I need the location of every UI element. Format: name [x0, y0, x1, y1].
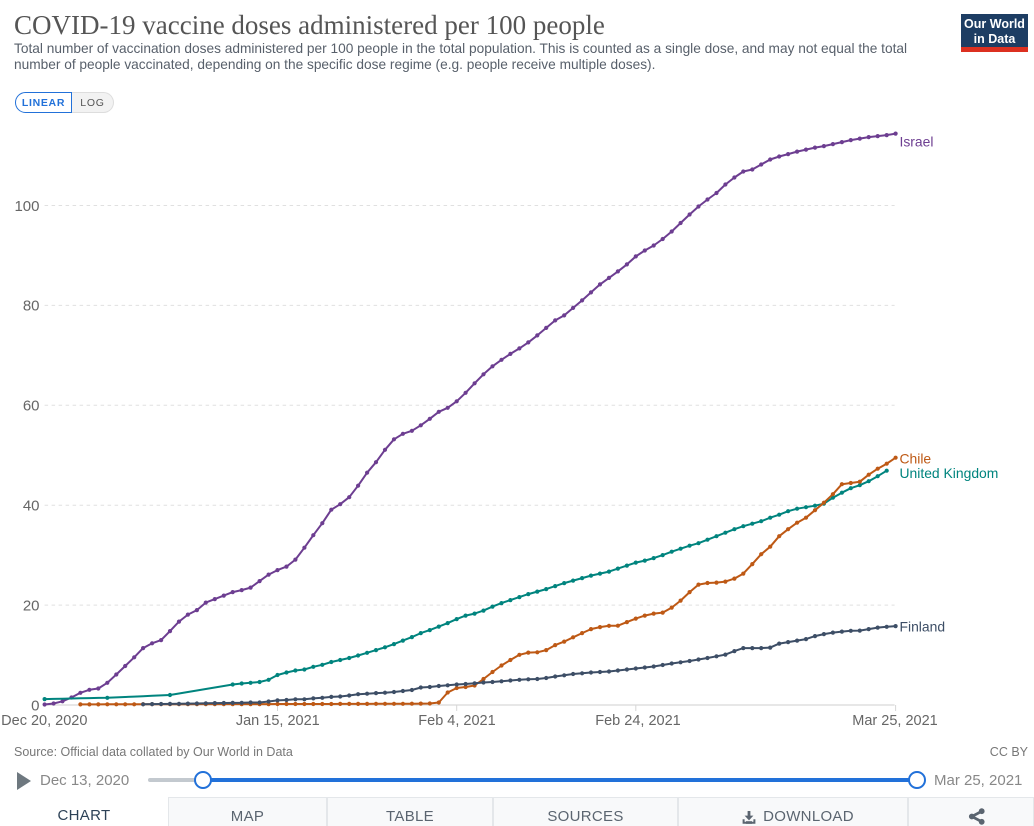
svg-text:100: 100	[14, 198, 39, 215]
svg-text:Jan 15, 2021: Jan 15, 2021	[236, 713, 320, 729]
svg-text:Feb 4, 2021: Feb 4, 2021	[418, 713, 495, 729]
svg-text:20: 20	[23, 597, 40, 614]
svg-text:40: 40	[23, 498, 40, 515]
svg-text:0: 0	[31, 697, 39, 714]
svg-text:Feb 24, 2021: Feb 24, 2021	[595, 713, 680, 729]
svg-text:Mar 25, 2021: Mar 25, 2021	[852, 713, 937, 729]
svg-text:80: 80	[23, 298, 40, 315]
svg-text:Finland: Finland	[900, 618, 946, 634]
svg-text:United Kingdom: United Kingdom	[900, 465, 999, 481]
svg-text:Chile: Chile	[900, 450, 932, 466]
svg-text:60: 60	[23, 398, 40, 415]
svg-text:Dec 20, 2020: Dec 20, 2020	[1, 713, 87, 729]
svg-text:Israel: Israel	[900, 133, 934, 149]
